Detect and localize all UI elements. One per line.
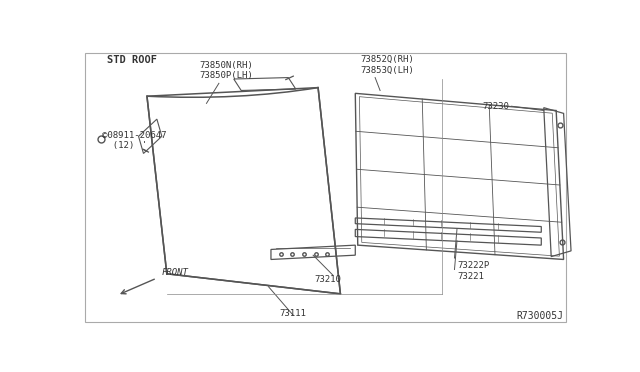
Text: 73111: 73111 bbox=[280, 309, 307, 318]
Text: 73852Q(RH)
73853Q(LH): 73852Q(RH) 73853Q(LH) bbox=[360, 55, 414, 75]
Text: STD ROOF: STD ROOF bbox=[108, 55, 157, 65]
Text: ©08911-20647
  (12): ©08911-20647 (12) bbox=[102, 131, 167, 150]
Text: R730005J: R730005J bbox=[516, 311, 564, 321]
Text: FRONT: FRONT bbox=[162, 268, 189, 277]
Text: 73230: 73230 bbox=[482, 102, 509, 111]
Text: 73222P: 73222P bbox=[457, 261, 489, 270]
Text: 73210: 73210 bbox=[315, 275, 341, 284]
Text: 73850N(RH)
73850P(LH): 73850N(RH) 73850P(LH) bbox=[199, 61, 253, 80]
Text: 73221: 73221 bbox=[457, 272, 484, 281]
